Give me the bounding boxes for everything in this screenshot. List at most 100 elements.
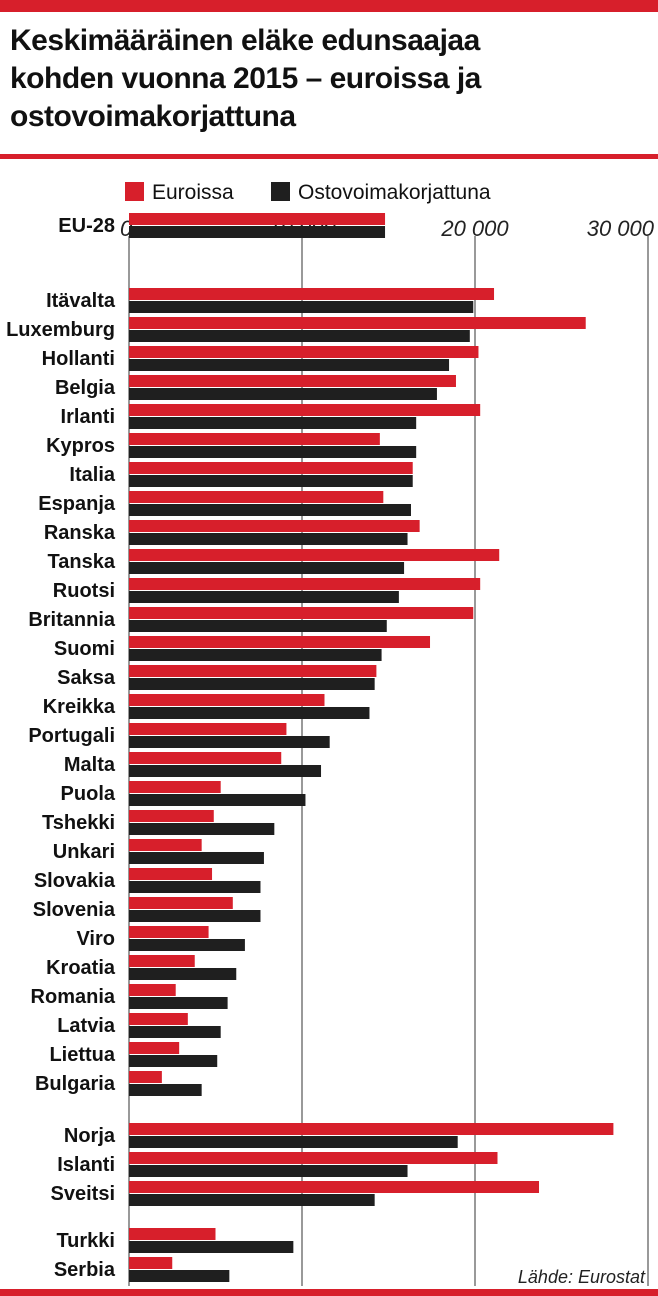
category-label-hollanti: Hollanti: [42, 348, 115, 370]
category-label-latvia: Latvia: [57, 1015, 116, 1037]
legend-swatch-euroissa: [125, 182, 144, 201]
category-label-norja: Norja: [64, 1125, 116, 1147]
bar-ostovoima-liettua: [129, 1055, 218, 1067]
bar-euroissa-slovakia: [129, 868, 213, 880]
category-label-slovakia: Slovakia: [34, 870, 116, 892]
category-label-tanska: Tanska: [48, 551, 116, 573]
bar-ostovoima-slovakia: [129, 881, 261, 893]
bar-ostovoima-unkari: [129, 852, 264, 864]
bar-ostovoima-saksa: [129, 678, 375, 690]
bar-ostovoima-eu-28: [129, 226, 386, 238]
bar-ostovoima-it-valta: [129, 301, 474, 313]
category-label-britannia: Britannia: [28, 609, 116, 631]
category-label-eu-28: EU-28: [58, 215, 115, 237]
category-label-kreikka: Kreikka: [43, 696, 116, 718]
bar-ostovoima-turkki: [129, 1241, 294, 1253]
bar-ostovoima-ruotsi: [129, 591, 399, 603]
chart-title: Keskimääräinen eläke edunsaajaa kohden v…: [10, 22, 650, 136]
title-line-2: kohden vuonna 2015 – euroissa ja: [10, 62, 481, 95]
bar-ostovoima-kypros: [129, 446, 417, 458]
bar-ostovoima-irlanti: [129, 417, 417, 429]
bar-euroissa-slovenia: [129, 897, 233, 909]
x-tick-label-2: 20 000: [440, 216, 509, 241]
category-label-it-valta: Itävalta: [46, 290, 116, 312]
bar-ostovoima-kroatia: [129, 968, 237, 980]
bar-euroissa-malta: [129, 752, 282, 764]
category-label-suomi: Suomi: [54, 638, 115, 660]
category-label-viro: Viro: [76, 928, 115, 950]
legend-swatch-ostovoimakorjattuna: [271, 182, 290, 201]
bar-ostovoima-malta: [129, 765, 322, 777]
bar-ostovoima-tanska: [129, 562, 405, 574]
category-label-turkki: Turkki: [56, 1230, 115, 1252]
bar-euroissa-saksa: [129, 665, 377, 677]
bar-euroissa-bulgaria: [129, 1071, 162, 1083]
bar-euroissa-serbia: [129, 1257, 173, 1269]
legend-label-ostovoimakorjattuna: Ostovoimakorjattuna: [298, 181, 491, 204]
bar-ostovoima-ranska: [129, 533, 408, 545]
source-note: Lähde: Eurostat: [518, 1267, 646, 1287]
category-label-slovenia: Slovenia: [33, 899, 116, 921]
category-label-ranska: Ranska: [44, 522, 116, 544]
bar-euroissa-kroatia: [129, 955, 195, 967]
category-label-bulgaria: Bulgaria: [35, 1073, 116, 1095]
bar-chart: EuroissaOstovoimakorjattuna010 00020 000…: [6, 181, 655, 1287]
bar-euroissa-tshekki: [129, 810, 214, 822]
bar-ostovoima-latvia: [129, 1026, 221, 1038]
bar-euroissa-it-valta: [129, 288, 495, 300]
bar-euroissa-luxemburg: [129, 317, 586, 329]
category-label-portugali: Portugali: [28, 725, 115, 747]
bar-ostovoima-puola: [129, 794, 306, 806]
bar-ostovoima-romania: [129, 997, 228, 1009]
category-label-liettua: Liettua: [49, 1044, 115, 1066]
bar-euroissa-kypros: [129, 433, 380, 445]
bar-ostovoima-slovenia: [129, 910, 261, 922]
bar-ostovoima-serbia: [129, 1270, 230, 1282]
bar-euroissa-britannia: [129, 607, 474, 619]
bar-euroissa-hollanti: [129, 346, 479, 358]
category-label-sveitsi: Sveitsi: [51, 1183, 115, 1205]
bar-euroissa-viro: [129, 926, 209, 938]
bar-ostovoima-britannia: [129, 620, 387, 632]
bottom-rule: [0, 1289, 658, 1296]
bar-euroissa-liettua: [129, 1042, 180, 1054]
bar-euroissa-espanja: [129, 491, 384, 503]
bar-ostovoima-bulgaria: [129, 1084, 202, 1096]
bar-euroissa-ruotsi: [129, 578, 481, 590]
category-label-unkari: Unkari: [53, 841, 115, 863]
bar-ostovoima-suomi: [129, 649, 382, 661]
bar-euroissa-tanska: [129, 549, 500, 561]
bar-euroissa-latvia: [129, 1013, 188, 1025]
bar-euroissa-belgia: [129, 375, 456, 387]
top-rule: [0, 0, 658, 12]
bar-ostovoima-norja: [129, 1136, 458, 1148]
bar-ostovoima-portugali: [129, 736, 330, 748]
bar-ostovoima-viro: [129, 939, 245, 951]
bar-euroissa-islanti: [129, 1152, 498, 1164]
category-label-irlanti: Irlanti: [61, 406, 115, 428]
bar-ostovoima-hollanti: [129, 359, 450, 371]
bar-euroissa-ranska: [129, 520, 420, 532]
bar-ostovoima-italia: [129, 475, 413, 487]
bar-euroissa-portugali: [129, 723, 287, 735]
category-label-italia: Italia: [69, 464, 115, 486]
category-label-belgia: Belgia: [55, 377, 116, 399]
bar-euroissa-suomi: [129, 636, 431, 648]
title-line-1: Keskimääräinen eläke edunsaajaa: [10, 24, 480, 57]
category-label-malta: Malta: [64, 754, 116, 776]
bar-ostovoima-kreikka: [129, 707, 370, 719]
category-label-islanti: Islanti: [57, 1154, 115, 1176]
bar-euroissa-romania: [129, 984, 176, 996]
bar-euroissa-norja: [129, 1123, 614, 1135]
bar-euroissa-eu-28: [129, 213, 386, 225]
bar-ostovoima-belgia: [129, 388, 437, 400]
title-rule: [0, 154, 658, 159]
bar-euroissa-turkki: [129, 1228, 216, 1240]
category-label-serbia: Serbia: [54, 1259, 116, 1281]
bar-euroissa-irlanti: [129, 404, 481, 416]
category-label-espanja: Espanja: [38, 493, 116, 515]
legend-label-euroissa: Euroissa: [152, 181, 234, 204]
bar-ostovoima-sveitsi: [129, 1194, 375, 1206]
bar-ostovoima-luxemburg: [129, 330, 470, 342]
category-label-ruotsi: Ruotsi: [53, 580, 115, 602]
